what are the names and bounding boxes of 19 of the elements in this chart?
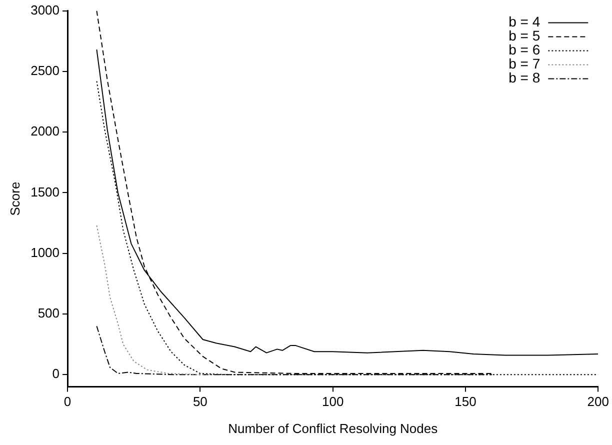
y-tick-label: 2000 [30,124,60,139]
y-tick-label: 500 [38,306,60,321]
legend-label: b = 6 [508,42,540,58]
x-tick-label: 150 [454,394,476,410]
legend-label: b = 7 [508,56,540,72]
x-tick-label: 0 [64,394,72,410]
y-axis-title: Score [7,182,22,216]
y-tick-label: 0 [52,366,60,382]
x-tick-label: 200 [587,394,610,410]
y-tick-label: 1500 [30,184,60,200]
legend-label: b = 4 [508,14,540,30]
x-tick-label: 50 [192,394,208,410]
legend-label: b = 5 [508,28,540,44]
x-tick-label: 100 [322,394,344,410]
y-tick-label: 2500 [30,63,60,78]
y-tick-label: 1000 [30,244,60,260]
legend-label: b = 8 [508,70,540,86]
y-tick-label: 3000 [30,2,60,18]
x-axis-title: Number of Conflict Resolving Nodes [228,420,438,436]
